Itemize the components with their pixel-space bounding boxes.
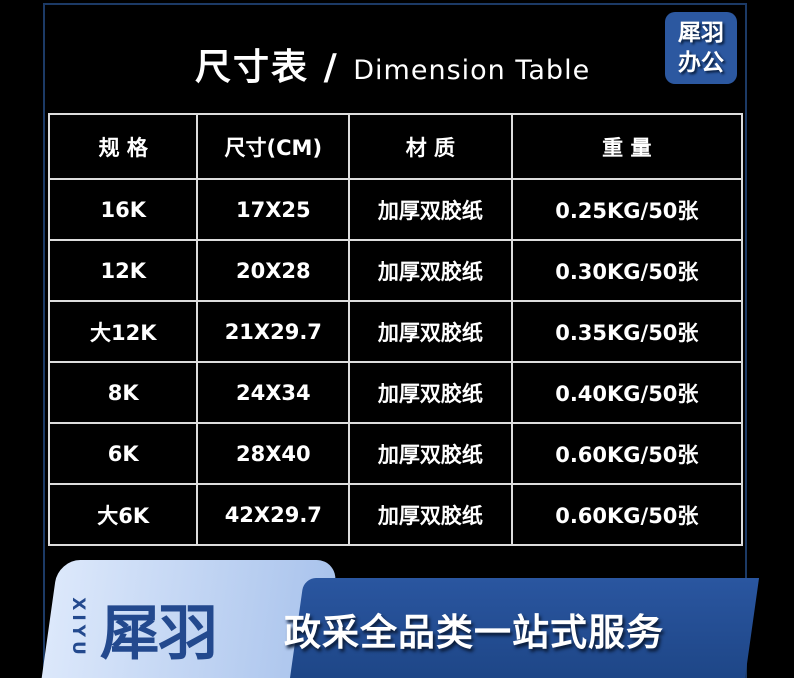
table-cell: 0.35KG/50张 (510, 300, 744, 363)
table-cell: 加厚双胶纸 (348, 483, 513, 546)
table-cell: 加厚双胶纸 (348, 361, 513, 424)
title-separator: / (323, 47, 339, 88)
title-en: Dimension Table (353, 55, 591, 86)
brand-badge-logo: 犀羽 办公 (665, 12, 737, 84)
table-cell: 加厚双胶纸 (348, 178, 513, 241)
frame-border (43, 3, 747, 678)
table-cell: 21X29.7 (196, 300, 351, 363)
table-cell: 加厚双胶纸 (348, 300, 513, 363)
badge-line1: 犀羽 (678, 19, 724, 46)
column-header: 重 量 (510, 113, 744, 180)
column-header: 规 格 (47, 113, 199, 180)
table-row: 16K 17X25 加厚双胶纸 0.25KG/50张 (47, 178, 744, 241)
table-header-row: 规 格尺寸(CM) 材 质重 量 (47, 113, 744, 180)
slogan: 政采全品类一站式服务 (284, 611, 664, 654)
brand-en: XIYU (68, 597, 88, 659)
brand-name: 犀羽 (100, 599, 218, 669)
table-row: 6K 28X40 加厚双胶纸 0.60KG/50张 (47, 422, 744, 485)
table-cell: 0.40KG/50张 (510, 361, 744, 424)
table-cell: 加厚双胶纸 (348, 239, 513, 302)
table-cell: 0.25KG/50张 (510, 178, 744, 241)
table-row: 12K 20X28 加厚双胶纸 0.30KG/50张 (47, 239, 744, 302)
table-cell: 28X40 (196, 422, 351, 485)
table-cell: 大6K (47, 483, 199, 546)
table-row: 大12K 21X29.7 加厚双胶纸 0.35KG/50张 (47, 300, 744, 363)
column-header: 尺寸(CM) (196, 113, 351, 180)
dimension-table: 规 格尺寸(CM) 材 质重 量 16K 17X25 加厚双胶纸 0.25KG/50张 12… (47, 113, 744, 546)
table-cell: 加厚双胶纸 (348, 422, 513, 485)
badge-line2: 办公 (678, 49, 724, 76)
table-cell: 16K (47, 178, 199, 241)
table-cell: 0.60KG/50张 (510, 483, 744, 546)
table-cell: 42X29.7 (196, 483, 351, 546)
table-cell: 大12K (47, 300, 199, 363)
table-cell: 0.60KG/50张 (510, 422, 744, 485)
table-cell: 17X25 (196, 178, 351, 241)
table-cell: 6K (47, 422, 199, 485)
table-row: 大6K 42X29.7 加厚双胶纸 0.60KG/50张 (47, 483, 744, 546)
title-cn: 尺寸表 (195, 47, 310, 88)
table-cell: 12K (47, 239, 199, 302)
table-cell: 8K (47, 361, 199, 424)
table-cell: 0.30KG/50张 (510, 239, 744, 302)
table-row: 8K 24X34 加厚双胶纸 0.40KG/50张 (47, 361, 744, 424)
page-title: 尺寸表 / Dimension Table (195, 38, 590, 90)
table-cell: 20X28 (196, 239, 351, 302)
column-header: 材 质 (348, 113, 513, 180)
table-cell: 24X34 (196, 361, 351, 424)
